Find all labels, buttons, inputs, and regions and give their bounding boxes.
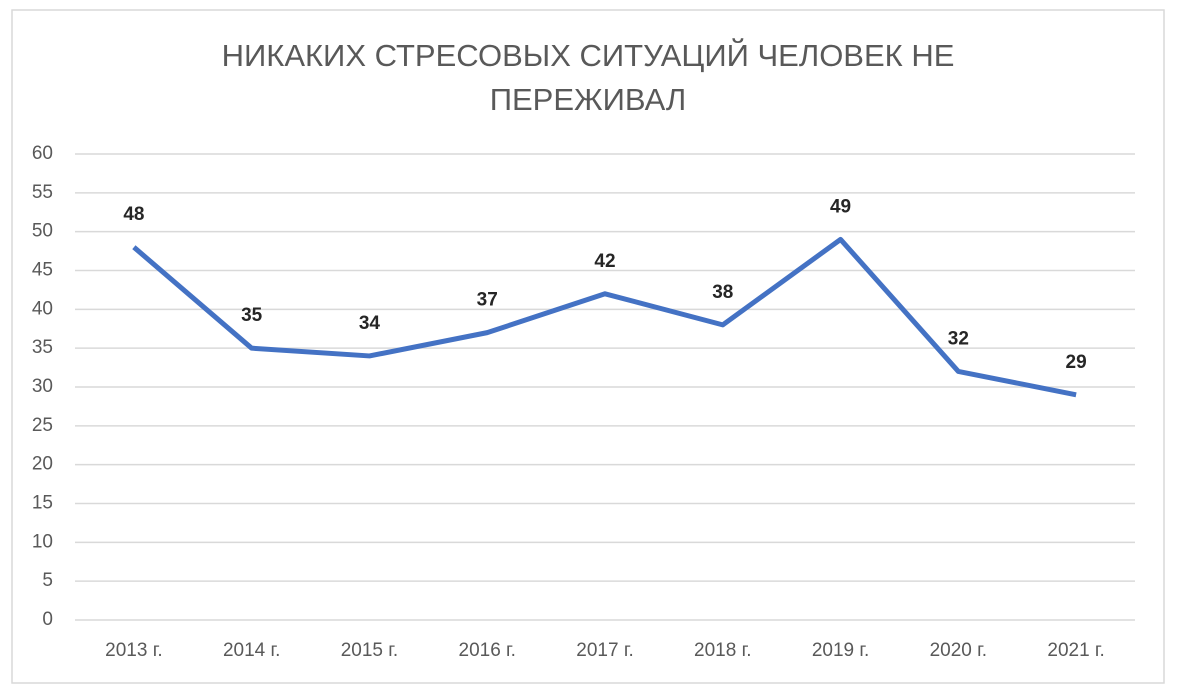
- data-label: 37: [477, 290, 498, 311]
- chart-border: [11, 9, 1165, 684]
- x-tick-label: 2017 г.: [576, 640, 633, 661]
- y-tick-label: 60: [32, 143, 53, 164]
- x-tick-label: 2020 г.: [930, 640, 987, 661]
- y-tick-label: 30: [32, 376, 53, 397]
- y-tick-label: 40: [32, 298, 53, 319]
- x-tick-label: 2016 г.: [459, 640, 516, 661]
- x-tick-label: 2014 г.: [223, 640, 280, 661]
- data-label: 42: [594, 251, 615, 272]
- data-label: 29: [1066, 352, 1087, 373]
- data-label: 48: [123, 204, 144, 225]
- y-tick-label: 45: [32, 260, 53, 281]
- x-tick-label: 2015 г.: [341, 640, 398, 661]
- data-label: 34: [359, 313, 381, 334]
- y-tick-label: 55: [32, 182, 53, 203]
- data-label: 38: [712, 282, 733, 303]
- line: [132, 236, 1077, 398]
- y-tick-label: 35: [32, 337, 53, 358]
- y-tick-label: 15: [32, 493, 53, 514]
- x-tick-label: 2021 г.: [1047, 640, 1104, 661]
- data-label: 35: [241, 305, 263, 326]
- x-tick-label: 2018 г.: [694, 640, 751, 661]
- x-tick-label: 2019 г.: [812, 640, 869, 661]
- y-tick-label: 0: [42, 609, 53, 630]
- data-label: 49: [830, 196, 851, 217]
- y-tick-label: 25: [32, 415, 53, 436]
- y-tick-label: 20: [32, 454, 53, 475]
- chart-title: НИКАКИХ СТРЕСОВЫХ СИТУАЦИЙ ЧЕЛОВЕК НЕ ПЕ…: [221, 38, 955, 117]
- x-tick-label: 2013 г.: [105, 640, 162, 661]
- y-tick-label: 50: [32, 221, 53, 242]
- data-label: 32: [948, 328, 969, 349]
- y-tick-label: 5: [42, 570, 53, 591]
- y-tick-label: 10: [32, 531, 53, 552]
